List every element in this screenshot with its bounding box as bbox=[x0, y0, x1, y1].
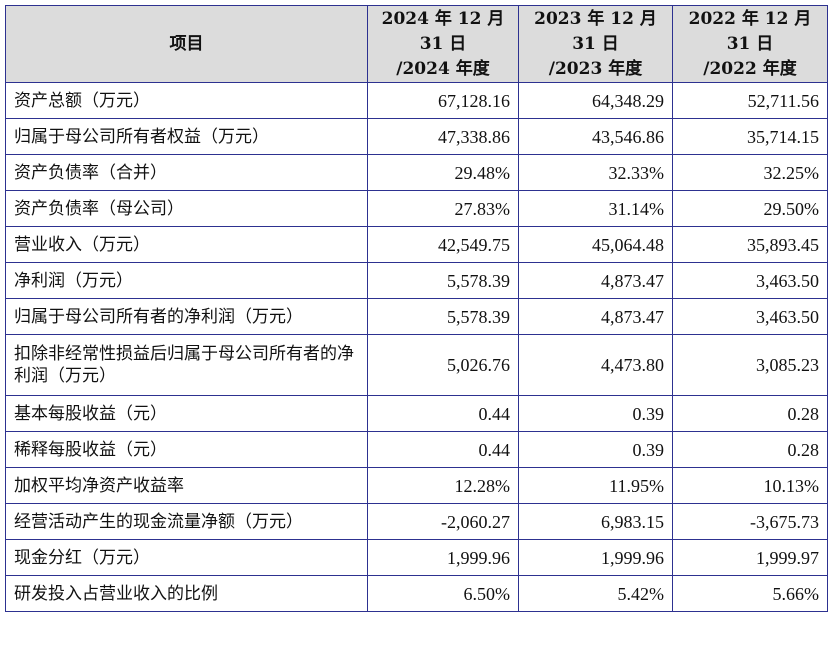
table-row: 加权平均净资产收益率 12.28% 11.95% 10.13% bbox=[5, 467, 828, 504]
table-row: 净利润（万元） 5,578.39 4,873.47 3,463.50 bbox=[5, 262, 828, 299]
header-year-2023: 2023 年 12 月 31 日 /2023 年度 bbox=[518, 5, 673, 83]
table-row: 资产总额（万元） 67,128.16 64,348.29 52,711.56 bbox=[5, 82, 828, 119]
cell-2023: 4,873.47 bbox=[518, 262, 673, 299]
header-2024-line-1: 2024 年 12 月 bbox=[381, 8, 505, 29]
cell-2024: 0.44 bbox=[367, 431, 519, 468]
cell-2023: 1,999.96 bbox=[518, 539, 673, 576]
cell-2022: 29.50% bbox=[672, 190, 828, 227]
table-row: 资产负债率（母公司） 27.83% 31.14% 29.50% bbox=[5, 190, 828, 227]
row-label: 现金分红（万元） bbox=[5, 539, 368, 576]
row-label: 稀释每股收益（元） bbox=[5, 431, 368, 468]
cell-2022: 10.13% bbox=[672, 467, 828, 504]
cell-2023: 31.14% bbox=[518, 190, 673, 227]
financial-table-container: 项目 2024 年 12 月 31 日 /2024 年度 2023 年 12 月… bbox=[5, 5, 828, 612]
cell-2023: 45,064.48 bbox=[518, 226, 673, 263]
table-row: 归属于母公司所有者的净利润（万元） 5,578.39 4,873.47 3,46… bbox=[5, 298, 828, 335]
table-row: 现金分红（万元） 1,999.96 1,999.96 1,999.97 bbox=[5, 539, 828, 576]
cell-2023: 5.42% bbox=[518, 575, 673, 612]
table-header-row: 项目 2024 年 12 月 31 日 /2024 年度 2023 年 12 月… bbox=[5, 5, 828, 83]
cell-2023: 4,873.47 bbox=[518, 298, 673, 335]
cell-2024: 29.48% bbox=[367, 154, 519, 191]
row-label: 扣除非经常性损益后归属于母公司所有者的净利润（万元） bbox=[5, 334, 368, 396]
table-row: 资产负债率（合并） 29.48% 32.33% 32.25% bbox=[5, 154, 828, 191]
header-2023-line-2: 31 日 bbox=[572, 33, 619, 54]
financial-indicators-table: 项目 2024 年 12 月 31 日 /2024 年度 2023 年 12 月… bbox=[5, 5, 828, 612]
row-label: 经营活动产生的现金流量净额（万元） bbox=[5, 503, 368, 540]
cell-2023: 64,348.29 bbox=[518, 82, 673, 119]
cell-2024: 27.83% bbox=[367, 190, 519, 227]
header-2022-line-3: /2022 年度 bbox=[703, 58, 797, 79]
row-label: 资产负债率（合并） bbox=[5, 154, 368, 191]
cell-2022: 0.28 bbox=[672, 395, 828, 432]
cell-2024: -2,060.27 bbox=[367, 503, 519, 540]
cell-2024: 67,128.16 bbox=[367, 82, 519, 119]
header-year-2022: 2022 年 12 月 31 日 /2022 年度 bbox=[672, 5, 828, 83]
cell-2022: 1,999.97 bbox=[672, 539, 828, 576]
cell-2023: 0.39 bbox=[518, 431, 673, 468]
cell-2023: 0.39 bbox=[518, 395, 673, 432]
cell-2024: 1,999.96 bbox=[367, 539, 519, 576]
cell-2023: 6,983.15 bbox=[518, 503, 673, 540]
row-label: 加权平均净资产收益率 bbox=[5, 467, 368, 504]
cell-2023: 4,473.80 bbox=[518, 334, 673, 396]
cell-2024: 6.50% bbox=[367, 575, 519, 612]
cell-2022: 3,085.23 bbox=[672, 334, 828, 396]
table-row: 扣除非经常性损益后归属于母公司所有者的净利润（万元） 5,026.76 4,47… bbox=[5, 334, 828, 396]
cell-2024: 12.28% bbox=[367, 467, 519, 504]
table-row: 稀释每股收益（元） 0.44 0.39 0.28 bbox=[5, 431, 828, 468]
table-row: 归属于母公司所有者权益（万元） 47,338.86 43,546.86 35,7… bbox=[5, 118, 828, 155]
cell-2022: 32.25% bbox=[672, 154, 828, 191]
cell-2024: 0.44 bbox=[367, 395, 519, 432]
cell-2022: 0.28 bbox=[672, 431, 828, 468]
row-label: 资产总额（万元） bbox=[5, 82, 368, 119]
cell-2023: 32.33% bbox=[518, 154, 673, 191]
header-2023-line-3: /2023 年度 bbox=[548, 58, 643, 79]
row-label: 归属于母公司所有者的净利润（万元） bbox=[5, 298, 368, 335]
header-year-2024: 2024 年 12 月 31 日 /2024 年度 bbox=[367, 5, 519, 83]
row-label: 资产负债率（母公司） bbox=[5, 190, 368, 227]
cell-2022: 5.66% bbox=[672, 575, 828, 612]
header-2024-line-3: /2024 年度 bbox=[396, 58, 490, 79]
cell-2024: 42,549.75 bbox=[367, 226, 519, 263]
row-label: 营业收入（万元） bbox=[5, 226, 368, 263]
header-item: 项目 bbox=[5, 5, 368, 83]
header-2022-line-1: 2022 年 12 月 bbox=[688, 8, 812, 29]
table-row: 经营活动产生的现金流量净额（万元） -2,060.27 6,983.15 -3,… bbox=[5, 503, 828, 540]
table-row: 营业收入（万元） 42,549.75 45,064.48 35,893.45 bbox=[5, 226, 828, 263]
cell-2022: 3,463.50 bbox=[672, 298, 828, 335]
cell-2022: -3,675.73 bbox=[672, 503, 828, 540]
cell-2022: 3,463.50 bbox=[672, 262, 828, 299]
header-2023-line-1: 2023 年 12 月 bbox=[534, 8, 657, 29]
cell-2024: 5,578.39 bbox=[367, 262, 519, 299]
table-row: 研发投入占营业收入的比例 6.50% 5.42% 5.66% bbox=[5, 575, 828, 612]
row-label: 研发投入占营业收入的比例 bbox=[5, 575, 368, 612]
cell-2024: 47,338.86 bbox=[367, 118, 519, 155]
cell-2022: 35,714.15 bbox=[672, 118, 828, 155]
row-label: 净利润（万元） bbox=[5, 262, 368, 299]
header-2022-line-2: 31 日 bbox=[726, 33, 774, 54]
row-label: 归属于母公司所有者权益（万元） bbox=[5, 118, 368, 155]
row-label: 基本每股收益（元） bbox=[5, 395, 368, 432]
cell-2023: 43,546.86 bbox=[518, 118, 673, 155]
cell-2024: 5,026.76 bbox=[367, 334, 519, 396]
cell-2022: 52,711.56 bbox=[672, 82, 828, 119]
cell-2022: 35,893.45 bbox=[672, 226, 828, 263]
cell-2024: 5,578.39 bbox=[367, 298, 519, 335]
cell-2023: 11.95% bbox=[518, 467, 673, 504]
table-row: 基本每股收益（元） 0.44 0.39 0.28 bbox=[5, 395, 828, 432]
header-2024-line-2: 31 日 bbox=[419, 33, 467, 54]
